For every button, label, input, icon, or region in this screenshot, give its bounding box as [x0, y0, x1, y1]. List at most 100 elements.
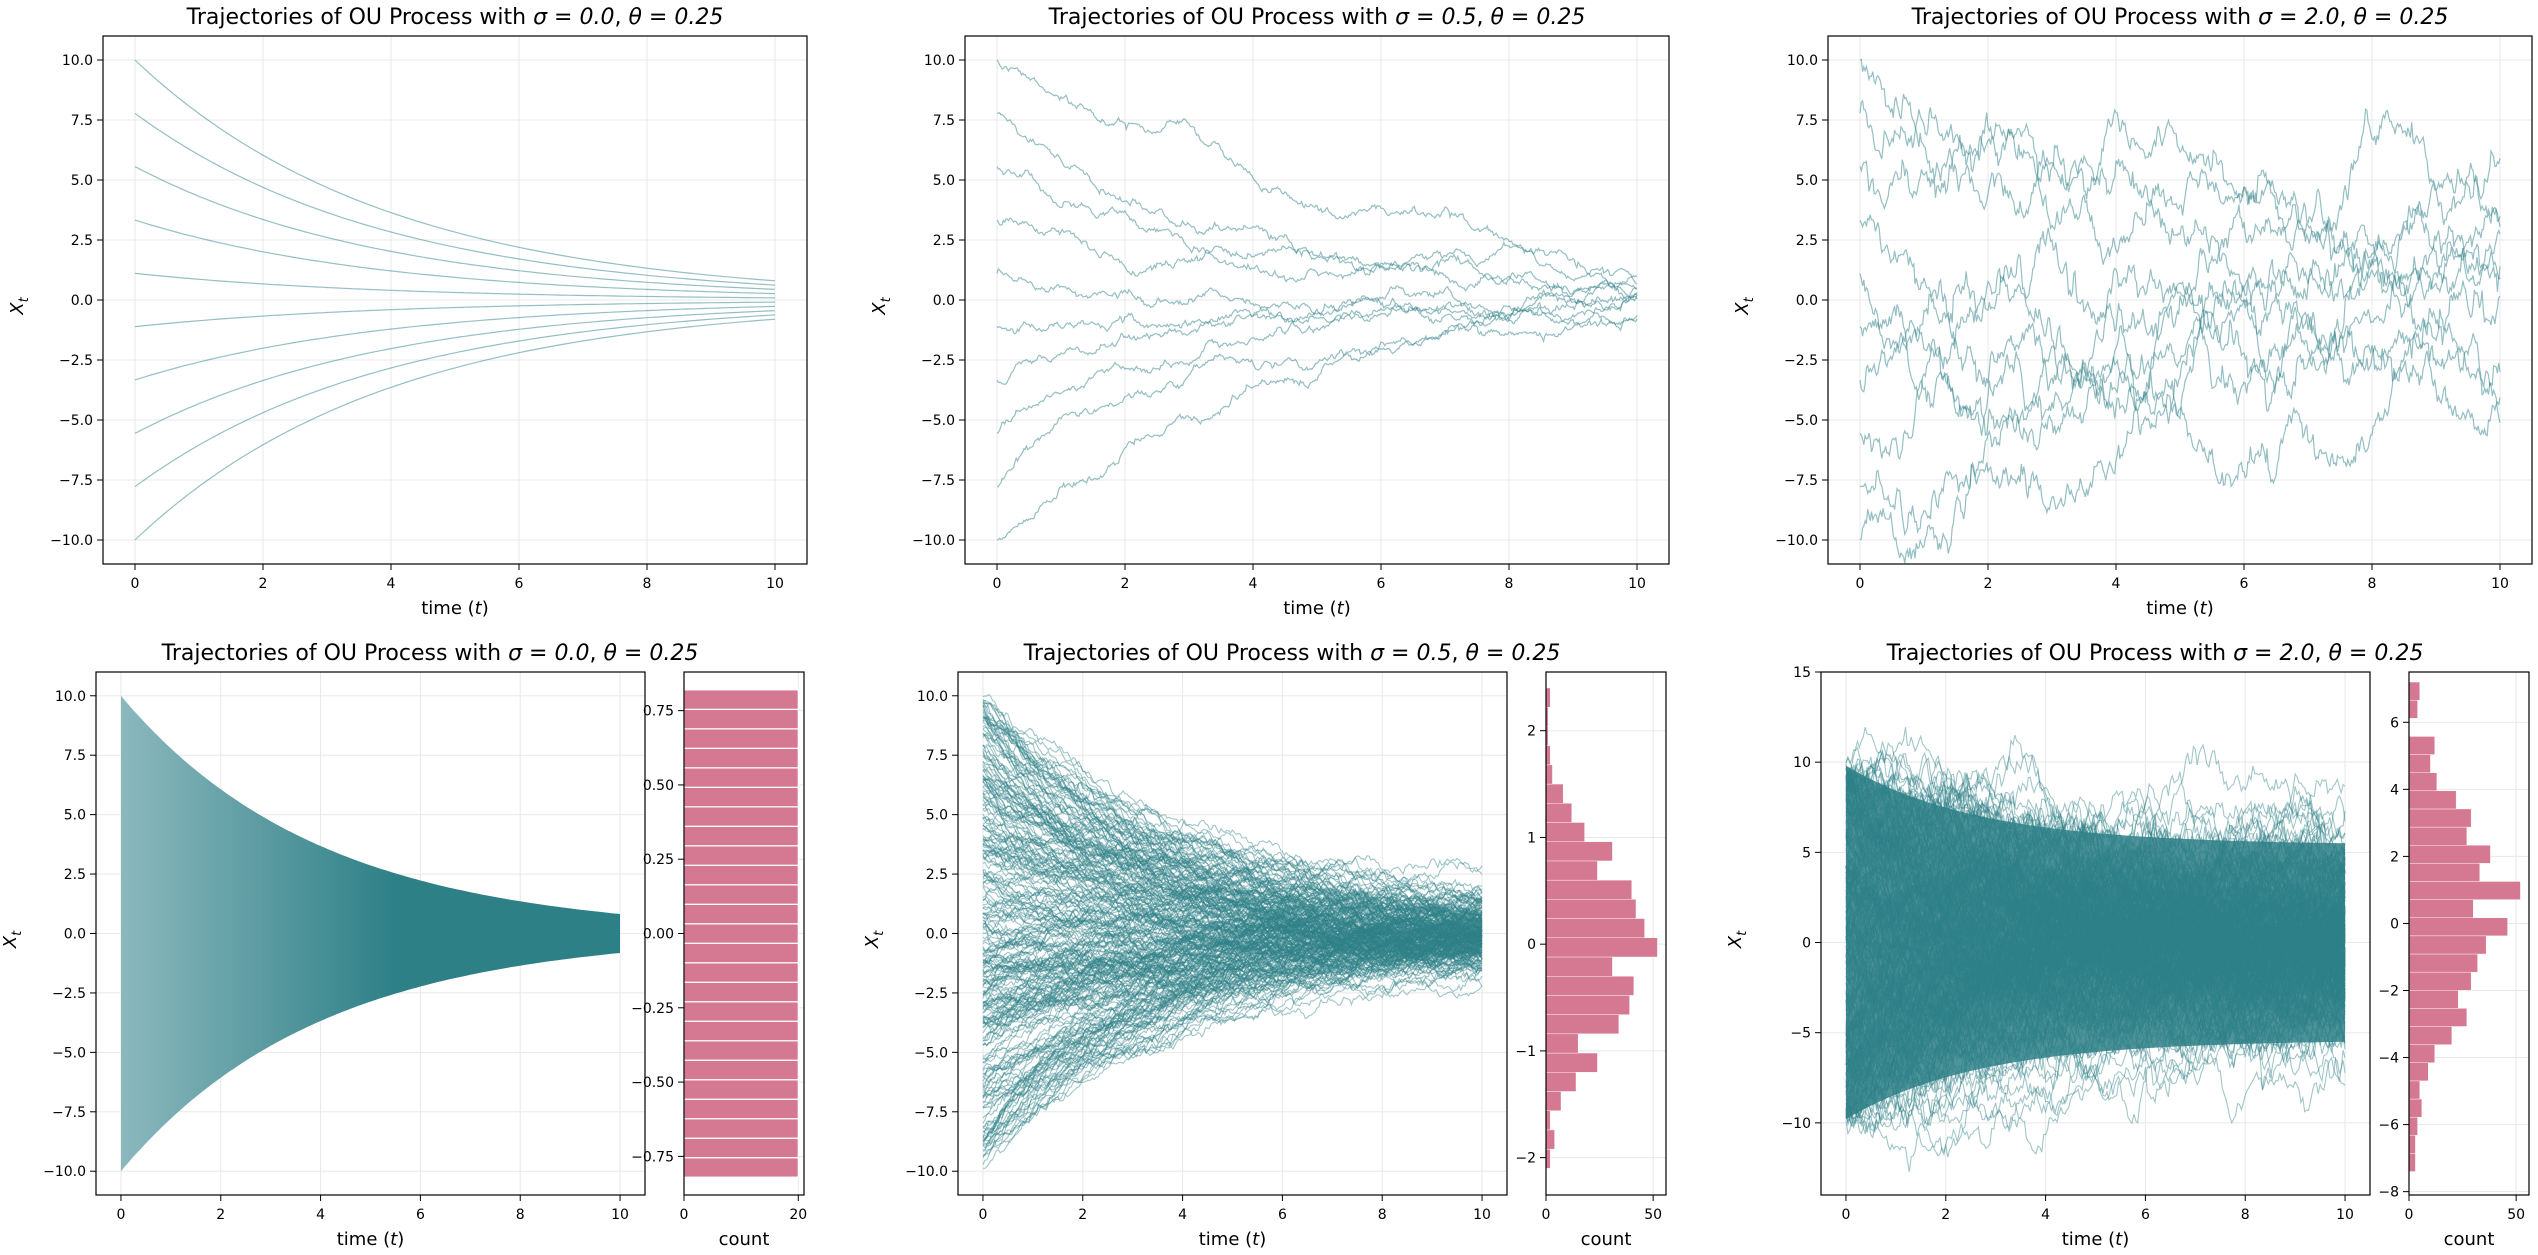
- histogram-xlabel: count: [1581, 1229, 1632, 1250]
- histogram-bar: [1545, 1110, 1551, 1131]
- histogram-bar: [2408, 754, 2431, 773]
- trajectory-line: [982, 941, 1483, 1005]
- trajectory-line: [982, 945, 1483, 1039]
- trajectory-line: [996, 59, 1638, 288]
- hist-x-tick-label: 20: [789, 1207, 807, 1223]
- hist-y-tick-label: −2: [2378, 983, 2399, 999]
- histogram-bar: [683, 962, 799, 983]
- trajectory-line: [982, 715, 1483, 920]
- title-sigma: σ = 0.0: [533, 5, 614, 30]
- trajectory-line: [982, 797, 1483, 936]
- trajectory-line: [982, 744, 1483, 923]
- title-theta: θ = 0.25: [1465, 641, 1560, 666]
- histogram-bar: [1545, 1091, 1562, 1111]
- trajectory-line: [982, 915, 1483, 1028]
- y-tick-label: −5.0: [52, 1045, 86, 1061]
- trajectory-line: [982, 932, 1483, 1166]
- trajectory-line: [982, 709, 1483, 881]
- y-tick-label: −10.0: [1775, 533, 1818, 549]
- trajectory-line: [982, 890, 1483, 958]
- hist-y-tick-label: −6: [2378, 1118, 2399, 1134]
- histogram-bar: [683, 747, 799, 769]
- histogram-bar: [1545, 975, 1635, 996]
- title-sigma: σ = 0.0: [508, 641, 589, 666]
- y-tick-label: 2.5: [933, 233, 955, 249]
- y-tick-label: −5: [1790, 1026, 1811, 1042]
- trajectory-line: [996, 268, 1638, 321]
- x-tick-label: 10: [1473, 1207, 1491, 1223]
- xlabel-text: time (: [2146, 598, 2199, 619]
- trajectory-line: [982, 886, 1483, 957]
- trajectory-line: [982, 928, 1483, 1047]
- histogram-bar: [2408, 1026, 2453, 1045]
- xlabel-var: t: [2115, 1229, 2123, 1250]
- trajectory-line: [982, 915, 1483, 965]
- trajectory-line: [996, 282, 1638, 488]
- histogram-bar: [1545, 937, 1658, 958]
- histogram-bar: [1545, 764, 1553, 785]
- y-tick-label: 7.5: [71, 113, 93, 129]
- hist-x-tick-label: 50: [2507, 1207, 2525, 1223]
- trajectory-line: [982, 911, 1483, 974]
- trajectory-line: [983, 922, 1483, 993]
- panel-4: 0 2 4 6 8 10 −10.0 −7.5 −5.0 −2.5 0.0 2.5 5.0 7.5 10.0…: [0, 641, 807, 1250]
- y-tick-label: 7.5: [1796, 113, 1818, 129]
- hist-y-tick-label: −0.75: [631, 1149, 674, 1165]
- histogram-bar: [683, 689, 799, 710]
- x-tick-label: 0: [1856, 576, 1865, 592]
- histogram-bar: [683, 1137, 799, 1159]
- histogram-xlabel: count: [2444, 1229, 2495, 1250]
- trajectory-line: [982, 924, 1483, 1014]
- trajectory-line: [982, 920, 1483, 1007]
- trajectory-line: [982, 817, 1483, 932]
- xlabel-text: time (: [421, 598, 474, 619]
- panel-6-title: Trajectories of OU Process with σ = 2.0,…: [1886, 641, 2424, 666]
- trajectory-line: [982, 912, 1483, 1004]
- hist-y-tick-label: 1: [1527, 830, 1536, 846]
- x-tick-label: 2: [216, 1207, 225, 1223]
- trajectory-line: [982, 844, 1483, 935]
- trajectory-line: [982, 789, 1483, 952]
- trajectory-line: [982, 886, 1483, 958]
- histogram-bar: [1545, 1033, 1579, 1054]
- trajectory-line: [982, 824, 1483, 912]
- ylabel-subscript: t: [879, 296, 894, 302]
- trajectory-line: [982, 908, 1483, 953]
- trajectory-line: [982, 693, 1483, 941]
- histogram-bar: [2408, 917, 2508, 937]
- trajectory-line: [982, 744, 1483, 935]
- trajectory-line: [982, 761, 1483, 915]
- y-tick-label: −7.5: [1784, 473, 1818, 489]
- xlabel-var: t: [475, 598, 483, 619]
- trajectory-line: [982, 935, 1483, 1078]
- trajectory-line: [134, 314, 776, 488]
- trajectory-line: [982, 843, 1483, 934]
- xlabel-text: time (: [2062, 1229, 2115, 1250]
- histogram-bar: [1545, 822, 1585, 842]
- trajectory-line: [982, 849, 1483, 955]
- histogram-bar: [1545, 1014, 1620, 1035]
- trajectory-line: [982, 903, 1483, 1085]
- title-separator: ,: [1476, 5, 1490, 30]
- trajectory-line: [982, 895, 1483, 964]
- title-separator: ,: [2314, 641, 2328, 666]
- trajectory-line: [982, 904, 1483, 965]
- trajectory-line: [982, 769, 1483, 948]
- trajectory-line: [982, 918, 1482, 979]
- trajectory-line: [982, 920, 1483, 1098]
- y-tick-label: 10.0: [62, 53, 93, 69]
- histogram-bar: [683, 728, 799, 749]
- trajectory-line: [982, 945, 1483, 1149]
- trajectory-line: [982, 872, 1483, 970]
- title-theta: θ = 0.25: [2353, 5, 2448, 30]
- x-tick-label: 10: [766, 576, 784, 592]
- histogram-bar: [2408, 1098, 2423, 1118]
- hist-y-tick-label: 0.00: [643, 927, 674, 943]
- x-tick-label: 10: [611, 1207, 629, 1223]
- trajectory-line: [982, 906, 1483, 1075]
- histogram-bar: [1545, 803, 1572, 823]
- trajectory-line: [982, 909, 1483, 956]
- trajectory-line: [982, 929, 1483, 979]
- trajectory-line: [982, 934, 1483, 1031]
- trajectory-line: [983, 937, 1483, 978]
